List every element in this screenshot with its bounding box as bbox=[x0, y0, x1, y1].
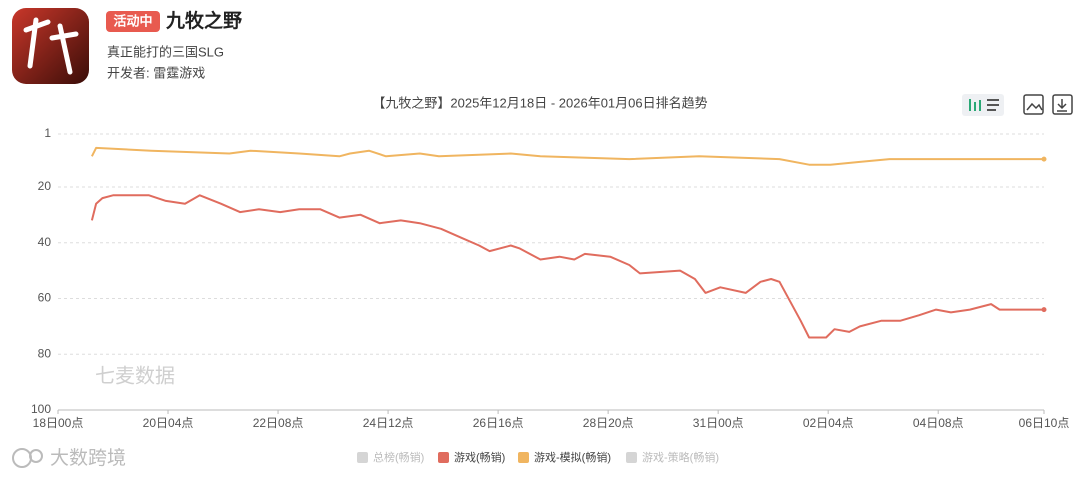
download-button[interactable] bbox=[1052, 94, 1073, 115]
icon-glyph bbox=[23, 17, 79, 75]
watermark: 大数跨境 bbox=[50, 447, 126, 469]
bar-icon bbox=[969, 99, 981, 111]
watermark-logo bbox=[12, 448, 32, 468]
list-icon[interactable] bbox=[987, 99, 999, 111]
watermark: 七麦数据 bbox=[95, 364, 175, 387]
point bbox=[1041, 156, 1047, 162]
developer: 开发者: 雷霆游戏 bbox=[107, 65, 205, 80]
download-icon bbox=[1057, 99, 1067, 112]
legend-swatch bbox=[357, 452, 368, 463]
legend-label[interactable]: 游戏(畅销) bbox=[454, 450, 505, 464]
y-tick-label: 1 bbox=[44, 126, 51, 140]
image-export-button[interactable] bbox=[1023, 94, 1044, 115]
legend-label[interactable]: 总榜(畅销) bbox=[373, 450, 424, 464]
app-name: 九牧之野 bbox=[165, 9, 242, 32]
watermark-logo bbox=[29, 449, 43, 463]
x-tick-label: 02日04点 bbox=[803, 416, 854, 430]
series-line bbox=[90, 194, 1044, 339]
chart-title: 【九牧之野】2025年12月18日 - 2026年01月06日排名趋势 bbox=[372, 95, 707, 110]
legend-label[interactable]: 游戏-策略(畅销) bbox=[642, 450, 719, 464]
x-tick-label: 24日12点 bbox=[363, 416, 414, 430]
x-tick-label: 04日08点 bbox=[913, 416, 964, 430]
x-tick-label: 18日00点 bbox=[33, 416, 84, 430]
image-icon bbox=[1026, 102, 1043, 111]
legend-swatch bbox=[518, 452, 529, 463]
badge: 活动中 bbox=[113, 13, 152, 28]
app-icon bbox=[12, 8, 89, 84]
slogan: 真正能打的三国SLG bbox=[107, 44, 224, 59]
point bbox=[1041, 307, 1047, 313]
x-tick-label: 20日04点 bbox=[143, 416, 194, 430]
x-tick-label: 31日00点 bbox=[693, 416, 744, 430]
x-tick-label: 26日16点 bbox=[473, 416, 524, 430]
x-tick-label: 22日08点 bbox=[253, 416, 304, 430]
series-line bbox=[91, 146, 1044, 166]
y-tick-label: 100 bbox=[31, 402, 51, 416]
legend-swatch bbox=[626, 452, 637, 463]
legend-label[interactable]: 游戏-模拟(畅销) bbox=[534, 450, 611, 464]
x-tick-label: 28日20点 bbox=[583, 416, 634, 430]
y-tick-label: 20 bbox=[38, 179, 52, 193]
x-tick-label: 06日10点 bbox=[1019, 416, 1070, 430]
y-tick-label: 60 bbox=[38, 291, 52, 305]
legend-swatch bbox=[438, 452, 449, 463]
y-tick-label: 80 bbox=[38, 346, 52, 360]
badge-bg bbox=[106, 11, 160, 32]
y-tick-label: 40 bbox=[38, 235, 52, 249]
